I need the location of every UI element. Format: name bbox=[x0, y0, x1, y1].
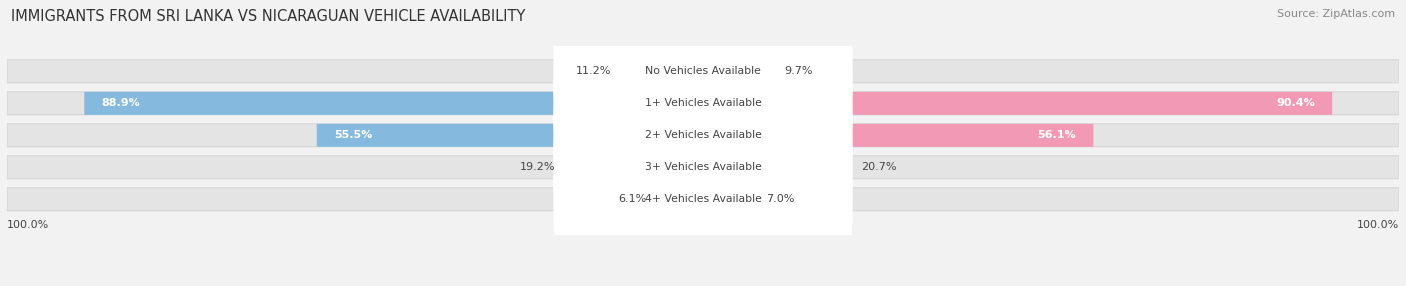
Text: 90.4%: 90.4% bbox=[1277, 98, 1315, 108]
FancyBboxPatch shape bbox=[661, 188, 703, 211]
Text: 3+ Vehicles Available: 3+ Vehicles Available bbox=[644, 162, 762, 172]
Text: 19.2%: 19.2% bbox=[520, 162, 555, 172]
FancyBboxPatch shape bbox=[7, 92, 1399, 115]
FancyBboxPatch shape bbox=[626, 60, 703, 83]
FancyBboxPatch shape bbox=[554, 141, 852, 258]
FancyBboxPatch shape bbox=[554, 13, 852, 130]
Text: 56.1%: 56.1% bbox=[1038, 130, 1076, 140]
Text: 6.1%: 6.1% bbox=[619, 194, 647, 204]
FancyBboxPatch shape bbox=[569, 156, 703, 179]
Text: 20.7%: 20.7% bbox=[860, 162, 897, 172]
Text: 100.0%: 100.0% bbox=[1357, 220, 1399, 230]
FancyBboxPatch shape bbox=[7, 124, 1399, 147]
Text: 1+ Vehicles Available: 1+ Vehicles Available bbox=[644, 98, 762, 108]
Text: 100.0%: 100.0% bbox=[7, 220, 49, 230]
FancyBboxPatch shape bbox=[703, 124, 1094, 147]
FancyBboxPatch shape bbox=[703, 60, 770, 83]
Text: IMMIGRANTS FROM SRI LANKA VS NICARAGUAN VEHICLE AVAILABILITY: IMMIGRANTS FROM SRI LANKA VS NICARAGUAN … bbox=[11, 9, 526, 23]
Text: 55.5%: 55.5% bbox=[335, 130, 373, 140]
FancyBboxPatch shape bbox=[7, 156, 1399, 179]
FancyBboxPatch shape bbox=[316, 124, 703, 147]
FancyBboxPatch shape bbox=[7, 60, 1399, 83]
FancyBboxPatch shape bbox=[554, 109, 852, 226]
FancyBboxPatch shape bbox=[84, 92, 703, 115]
FancyBboxPatch shape bbox=[703, 188, 752, 211]
Text: 2+ Vehicles Available: 2+ Vehicles Available bbox=[644, 130, 762, 140]
Text: No Vehicles Available: No Vehicles Available bbox=[645, 66, 761, 76]
Text: 7.0%: 7.0% bbox=[766, 194, 794, 204]
FancyBboxPatch shape bbox=[554, 77, 852, 194]
FancyBboxPatch shape bbox=[7, 188, 1399, 211]
Text: 4+ Vehicles Available: 4+ Vehicles Available bbox=[644, 194, 762, 204]
FancyBboxPatch shape bbox=[703, 156, 846, 179]
FancyBboxPatch shape bbox=[703, 92, 1331, 115]
Text: 9.7%: 9.7% bbox=[785, 66, 813, 76]
FancyBboxPatch shape bbox=[554, 45, 852, 162]
Text: 11.2%: 11.2% bbox=[575, 66, 612, 76]
Text: Source: ZipAtlas.com: Source: ZipAtlas.com bbox=[1277, 9, 1395, 19]
Text: 88.9%: 88.9% bbox=[101, 98, 141, 108]
